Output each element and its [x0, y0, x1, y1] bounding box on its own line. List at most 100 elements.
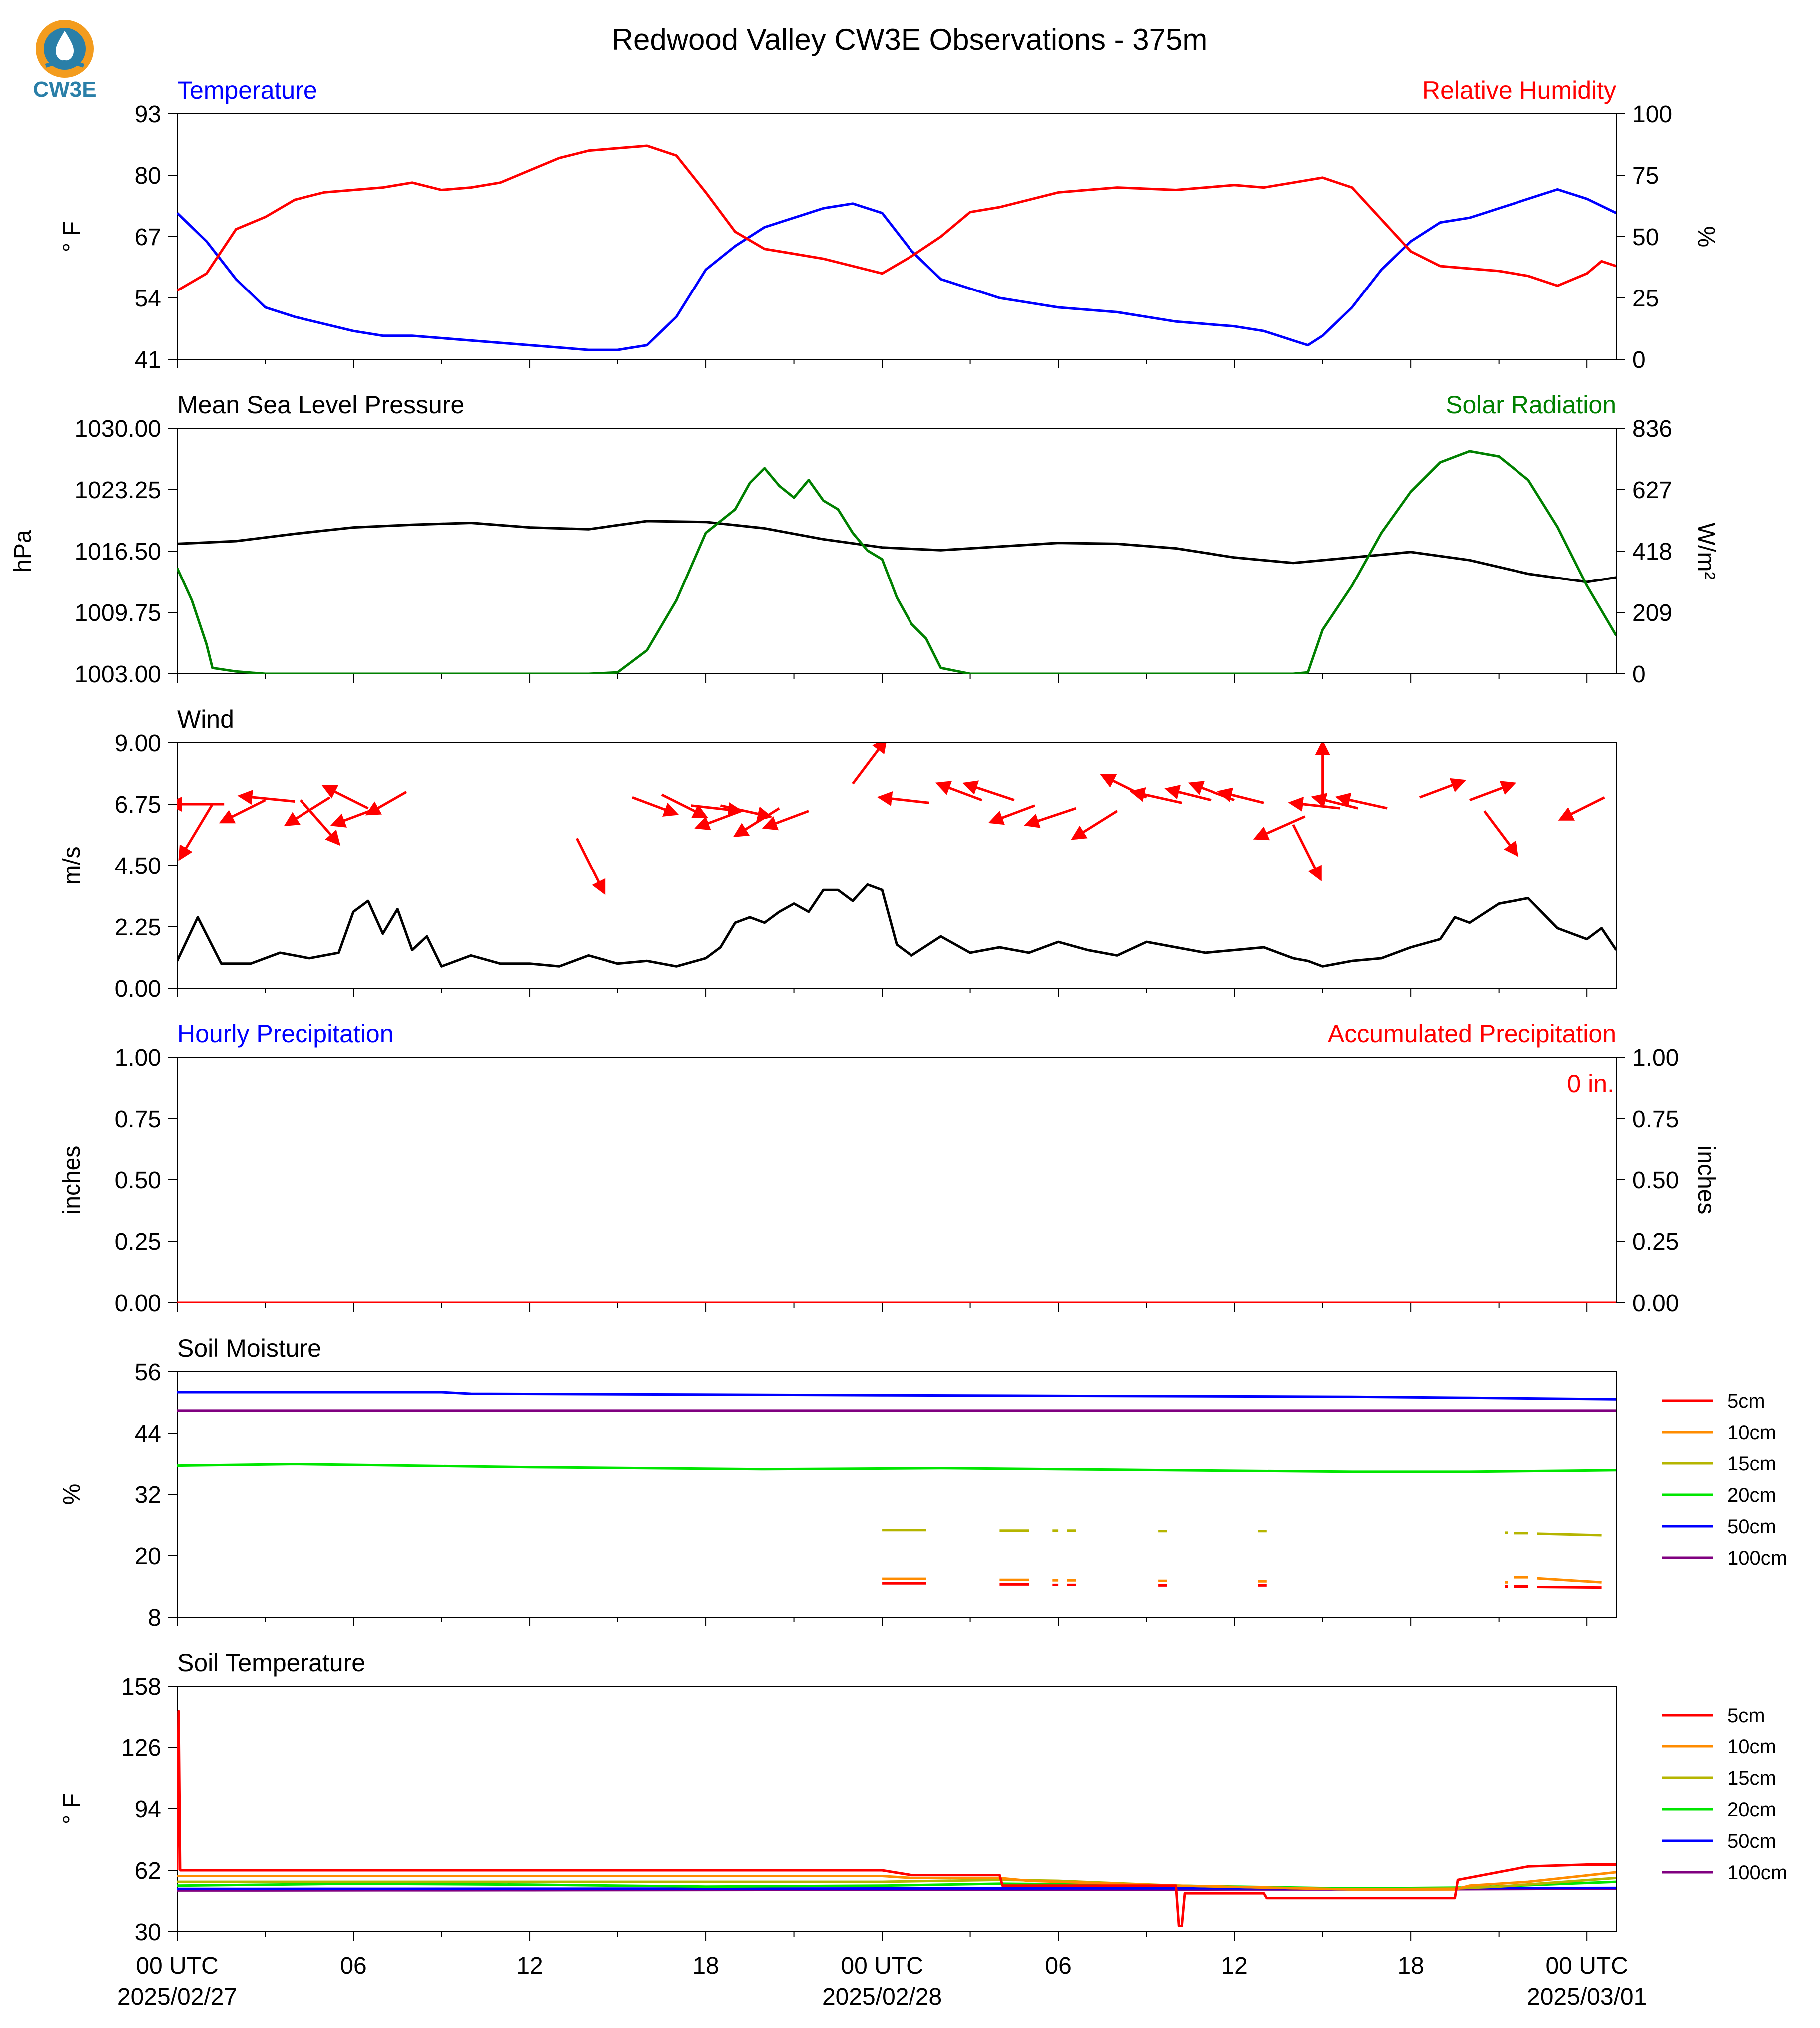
x-tick-label: 18: [692, 1953, 719, 1979]
x-tick-label: 12: [1221, 1953, 1247, 1979]
y-tick-label: 54: [135, 286, 161, 312]
panels: Temperature Relative Humidity938067544110…: [10, 76, 1787, 1946]
logo-text: CW3E: [33, 77, 96, 102]
y-tick-label-right: 50: [1632, 224, 1659, 251]
wind-arrow: [852, 743, 888, 785]
x-tick-label: 00 UTC: [136, 1953, 218, 1979]
legend-label: 100cm: [1727, 1547, 1787, 1569]
legend-label: 10cm: [1727, 1736, 1776, 1758]
series-group: [177, 450, 1616, 674]
wind-arrow: [321, 785, 369, 810]
y-tick-label: 4.50: [115, 853, 161, 879]
x-tick-label: 06: [1045, 1953, 1071, 1979]
time-axis: 00 UTC 2025/02/27 06 12 18 00 UTC 2025/02/28 06…: [117, 1953, 1647, 2010]
wind-arrow: [694, 810, 742, 831]
y-tick-label: 93: [135, 101, 161, 128]
wind-arrow: [1253, 815, 1306, 841]
panel-title-left: Hourly Precipitation: [177, 1020, 394, 1048]
legend-label: 50cm: [1727, 1516, 1776, 1538]
series-line-wind: [177, 883, 1616, 968]
x-date-label: 2025/02/27: [117, 1984, 237, 2010]
wind-arrow: [877, 791, 929, 806]
y-tick-label: 41: [135, 347, 161, 373]
y-axis-label: ° F: [59, 1793, 85, 1824]
y-tick-label: 158: [121, 1674, 161, 1700]
wind-arrow: [733, 807, 780, 837]
wind-arrow: [632, 796, 679, 817]
legend-label: 15cm: [1727, 1453, 1776, 1475]
panel-soil_moisture: Soil Moisture 56 44 32 20 8% 5cm 10cm 15cm 20cm 50…: [59, 1334, 1787, 1631]
y-tick-label: 80: [135, 163, 161, 189]
y-axis-label: m/s: [59, 846, 85, 884]
series-line-5cm: [177, 1710, 1616, 1927]
wind-arrow: [575, 838, 606, 895]
series-group: [177, 144, 1616, 351]
legend-label: 5cm: [1727, 1705, 1765, 1727]
wind-arrow: [661, 793, 708, 818]
x-tick-label: 06: [340, 1953, 366, 1979]
wind-arrow: [178, 803, 214, 861]
wind-arrow: [1217, 787, 1264, 804]
y-tick-label: 6.75: [115, 792, 161, 818]
y-tick-label-right: 0.50: [1632, 1167, 1679, 1194]
y-tick-label-right: 0.75: [1632, 1106, 1679, 1133]
wind-arrow: [720, 804, 773, 822]
y-axis-label: hPa: [10, 530, 36, 573]
cw3e-logo: CW3E: [33, 20, 97, 102]
wind-arrow: [1129, 787, 1182, 804]
panel-title-left: Soil Moisture: [177, 1334, 321, 1362]
figure-title: Redwood Valley CW3E Observations - 375m: [612, 23, 1208, 56]
panel-title-left: Temperature: [177, 76, 317, 104]
y-axis-label-right: W/m²: [1693, 523, 1719, 580]
y-tick-label-right: 25: [1632, 286, 1659, 312]
y-tick-label: 0.00: [115, 976, 161, 1002]
wind-arrow: [962, 780, 1015, 802]
panel-temp_rh: Temperature Relative Humidity 93 80 67 54 41 10…: [59, 76, 1719, 373]
x-tick-label: 18: [1397, 1953, 1424, 1979]
y-tick-label: 1030.00: [74, 416, 161, 442]
wind-arrow: [691, 802, 744, 817]
series-line-relative-humidity: [177, 144, 1616, 292]
y-tick-label-right: 0: [1632, 661, 1646, 688]
accumulated-total-label: 0 in.: [1567, 1070, 1614, 1098]
series-line-10cm: [1536, 1577, 1602, 1584]
panel-title-right: Accumulated Precipitation: [1328, 1020, 1616, 1048]
y-tick-label: 1.00: [115, 1045, 161, 1071]
legend-label: 20cm: [1727, 1799, 1776, 1821]
y-tick-label: 62: [135, 1858, 161, 1884]
y-tick-label: 20: [135, 1543, 161, 1570]
y-tick-label: 1009.75: [74, 600, 161, 626]
legend-label: 10cm: [1727, 1422, 1776, 1444]
wind-arrow: [988, 804, 1035, 825]
y-tick-label-right: 0.25: [1632, 1229, 1679, 1255]
series-line-20cm: [177, 1463, 1616, 1473]
legend-label: 100cm: [1727, 1862, 1787, 1884]
series-line-solar-radiation: [177, 450, 1616, 674]
y-tick-label-right: 209: [1632, 600, 1672, 626]
legend: 5cm 10cm 15cm 20cm 50cm 100cm: [1662, 1390, 1787, 1569]
panel-title-right: Relative Humidity: [1422, 76, 1616, 104]
y-tick-label-right: 836: [1632, 416, 1672, 442]
x-tick-label: 00 UTC: [1545, 1953, 1628, 1979]
wind-arrow: [284, 796, 331, 827]
series-line-mean-sea-level-pressure: [177, 520, 1616, 583]
wind-arrow: [762, 810, 809, 831]
y-axis-label-right: %: [1693, 226, 1719, 248]
y-tick-label-right: 100: [1632, 101, 1672, 128]
wind-arrow: [237, 790, 295, 805]
y-tick-label: 1016.50: [74, 539, 161, 565]
legend-label: 20cm: [1727, 1484, 1776, 1506]
y-axis-label: %: [59, 1484, 85, 1505]
series-group: [177, 743, 1616, 968]
y-tick-label: 1003.00: [74, 661, 161, 688]
y-axis-label: ° F: [59, 221, 85, 252]
wind-arrow: [365, 791, 407, 816]
y-tick-label-right: 75: [1632, 163, 1659, 189]
y-tick-label: 94: [135, 1796, 161, 1823]
y-tick-label: 0.50: [115, 1167, 161, 1194]
logo-wave-icon: [45, 60, 85, 68]
wind-arrow: [1335, 792, 1388, 810]
panel-title-left: Mean Sea Level Pressure: [177, 391, 464, 419]
y-tick-label: 1023.25: [74, 477, 161, 504]
